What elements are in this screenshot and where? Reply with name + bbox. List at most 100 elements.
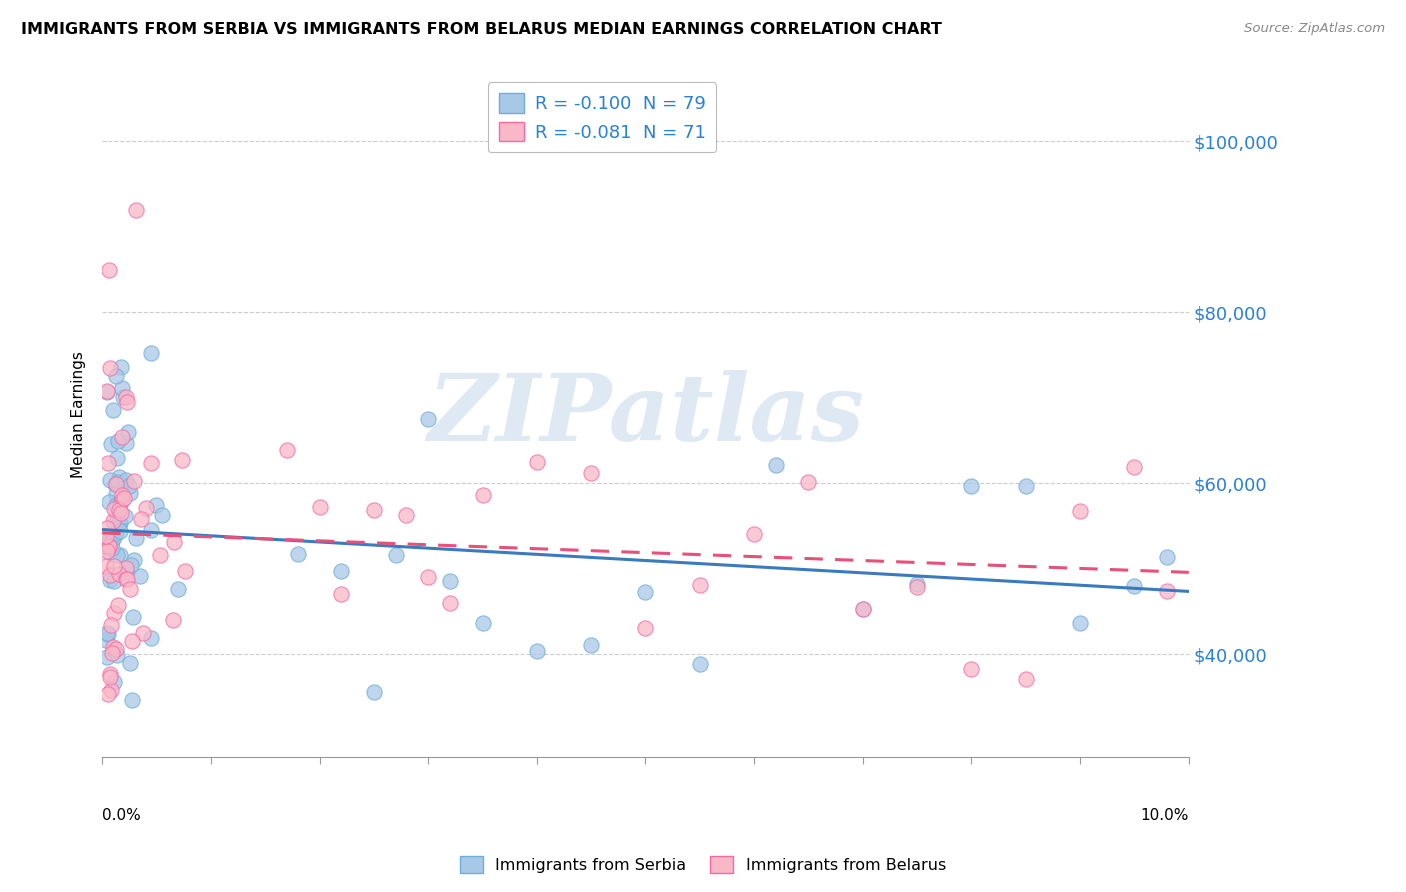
Point <box>112 491 135 505</box>
Legend: Immigrants from Serbia, Immigrants from Belarus: Immigrants from Serbia, Immigrants from … <box>454 849 952 880</box>
Point <box>526 455 548 469</box>
Point <box>439 596 461 610</box>
Point <box>141 631 163 645</box>
Point <box>120 558 142 572</box>
Point <box>905 577 928 591</box>
Point <box>172 453 194 467</box>
Point <box>97 456 120 470</box>
Point <box>115 565 138 579</box>
Point <box>100 541 122 555</box>
Point <box>852 602 875 616</box>
Point <box>104 526 127 541</box>
Point <box>103 643 125 657</box>
Point <box>98 494 121 508</box>
Legend: R = -0.100  N = 79, R = -0.081  N = 71: R = -0.100 N = 79, R = -0.081 N = 71 <box>488 82 717 153</box>
Point <box>1015 673 1038 687</box>
Point <box>107 434 129 448</box>
Point <box>122 610 145 624</box>
Point <box>135 500 157 515</box>
Point <box>1156 550 1178 565</box>
Point <box>118 478 141 492</box>
Point <box>96 544 118 558</box>
Point <box>103 607 125 621</box>
Point <box>94 632 117 647</box>
Point <box>115 572 138 586</box>
Point <box>287 547 309 561</box>
Point <box>742 526 765 541</box>
Point <box>526 644 548 658</box>
Point <box>97 539 120 553</box>
Point <box>152 508 174 523</box>
Point <box>960 479 983 493</box>
Point <box>163 535 186 549</box>
Point <box>124 202 146 217</box>
Point <box>105 648 128 662</box>
Point <box>101 403 124 417</box>
Point <box>104 368 127 383</box>
Point <box>689 657 711 672</box>
Point <box>100 618 122 632</box>
Point <box>1015 479 1038 493</box>
Point <box>105 498 128 512</box>
Point <box>107 470 129 484</box>
Point <box>122 553 145 567</box>
Point <box>1156 583 1178 598</box>
Point <box>363 503 385 517</box>
Point <box>276 443 298 458</box>
Point <box>100 545 122 559</box>
Point <box>103 640 125 655</box>
Point <box>97 627 120 641</box>
Point <box>96 385 118 400</box>
Y-axis label: Median Earnings: Median Earnings <box>72 351 86 478</box>
Point <box>689 578 711 592</box>
Point <box>634 585 657 599</box>
Point <box>111 381 134 395</box>
Point <box>1123 579 1146 593</box>
Point <box>145 499 167 513</box>
Point <box>96 650 118 665</box>
Point <box>115 572 138 586</box>
Point <box>118 656 141 670</box>
Point <box>1123 460 1146 475</box>
Point <box>132 625 155 640</box>
Point <box>108 566 131 581</box>
Point <box>122 475 145 489</box>
Text: ZIPatlas: ZIPatlas <box>427 370 865 460</box>
Point <box>117 425 139 440</box>
Point <box>115 390 138 404</box>
Text: Source: ZipAtlas.com: Source: ZipAtlas.com <box>1244 22 1385 36</box>
Point <box>129 569 152 583</box>
Text: 0.0%: 0.0% <box>103 808 141 823</box>
Point <box>107 503 129 517</box>
Point <box>120 582 142 597</box>
Point <box>103 514 125 528</box>
Point <box>110 360 132 375</box>
Point <box>108 497 131 511</box>
Point <box>471 616 494 631</box>
Point <box>141 456 163 470</box>
Point <box>110 506 132 520</box>
Point <box>471 488 494 502</box>
Point <box>94 539 117 553</box>
Point <box>395 508 418 523</box>
Point <box>308 500 330 515</box>
Point <box>125 531 148 545</box>
Point <box>96 535 118 549</box>
Point <box>98 361 121 376</box>
Point <box>108 548 131 562</box>
Point <box>118 486 141 500</box>
Point <box>98 540 121 554</box>
Point <box>103 574 125 588</box>
Point <box>121 634 143 648</box>
Point <box>96 625 118 640</box>
Point <box>797 475 820 489</box>
Point <box>94 558 117 573</box>
Point <box>129 512 152 526</box>
Point <box>104 641 127 656</box>
Point <box>103 530 125 544</box>
Point <box>107 516 129 531</box>
Point <box>418 412 440 426</box>
Point <box>579 638 602 652</box>
Point <box>114 508 136 523</box>
Point <box>765 458 787 472</box>
